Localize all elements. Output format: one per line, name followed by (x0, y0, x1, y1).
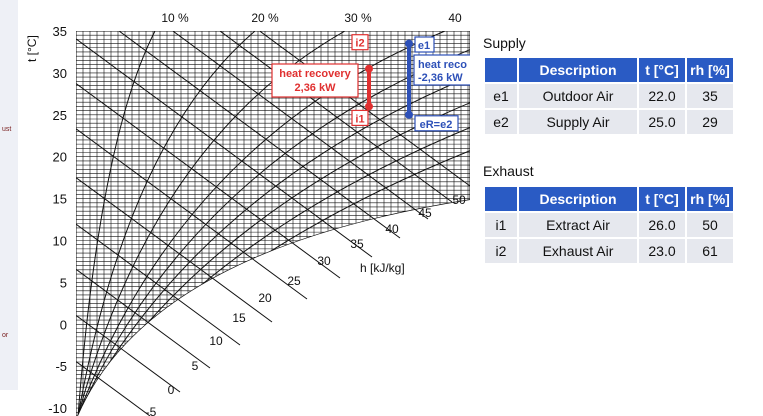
x-axis-label: h [kJ/kg] (360, 261, 405, 275)
row-id: i2 (485, 239, 517, 263)
exhaust-title: Exhaust (483, 163, 534, 179)
exhaust-annotation-value: 2,36 kW (295, 82, 337, 94)
y-tick-label: 20 (53, 150, 67, 165)
row-temperature: 23.0 (639, 239, 685, 263)
enthalpy-line (76, 314, 181, 393)
supply-annotation-value: -2,36 kW (418, 72, 463, 84)
point-e2-label-box (414, 115, 459, 132)
supply-table: Description t [°C] rh [%] e1 Outdoor Air… (483, 56, 735, 136)
enthalpy-line (76, 223, 241, 346)
enthalpy-label: 20 (258, 291, 272, 305)
row-description: Extract Air (519, 213, 637, 237)
point-e1-label: e1 (418, 40, 430, 52)
y-tick-label: -10 (48, 401, 67, 416)
enthalpy-line (76, 38, 373, 258)
row-id: e1 (485, 84, 517, 108)
y-tick-label: 15 (53, 192, 67, 207)
y-tick-label: 30 (53, 66, 67, 81)
point-i1-label: i1 (355, 113, 364, 125)
relative-humidity-curve (77, 31, 446, 416)
y-tick-label: 25 (53, 108, 67, 123)
enthalpy-line (172, 31, 429, 220)
supply-header-rh: rh [%] (687, 58, 733, 82)
exhaust-header-t: t [°C] (639, 187, 685, 211)
enthalpy-label: 15 (232, 311, 246, 325)
table-row: e2 Supply Air 25.0 29 (485, 110, 733, 134)
row-humidity: 61 (687, 239, 733, 263)
supply-annotation-box (413, 54, 470, 86)
point-i2-marker (365, 64, 373, 73)
point-i2-label-box (351, 34, 369, 51)
side-panel-text-bottom: or (2, 332, 9, 339)
supply-header-description: Description (519, 58, 637, 82)
enthalpy-line (76, 176, 273, 323)
table-row: e1 Outdoor Air 22.0 35 (485, 84, 733, 108)
enthalpy-line (76, 268, 211, 369)
enthalpy-line (76, 128, 308, 300)
row-temperature: 25.0 (639, 110, 685, 134)
table-row: i1 Extract Air 26.0 50 (485, 213, 733, 237)
exhaust-header-rh: rh [%] (687, 187, 733, 211)
supply-title: Supply (483, 35, 526, 51)
exhaust-annotation-title: heat recovery (279, 68, 351, 80)
supply-annotation-title: heat reco (418, 59, 467, 71)
relative-humidity-curve (77, 76, 470, 416)
enthalpy-label: 10 (209, 334, 223, 348)
enthalpy-label: 25 (287, 274, 301, 288)
relative-humidity-curve (77, 31, 256, 416)
point-e1-marker (405, 39, 413, 48)
y-axis-label: t [°C] (25, 35, 39, 62)
enthalpy-label: 45 (418, 206, 432, 220)
y-tick-label: 35 (53, 24, 67, 39)
point-e1-label-box (414, 36, 435, 53)
enthalpy-line (258, 31, 470, 187)
point-i2-label: i2 (355, 38, 364, 50)
unsaturated-region-mask (78, 200, 470, 416)
enthalpy-label: -5 (146, 405, 157, 416)
row-humidity: 35 (687, 84, 733, 108)
rh-scale-label: 40 (448, 11, 462, 25)
supply-header-t: t [°C] (639, 58, 685, 82)
point-e2-marker (405, 110, 413, 119)
row-description: Exhaust Air (519, 239, 637, 263)
enthalpy-label: 40 (385, 222, 399, 236)
enthalpy-line (76, 82, 341, 279)
enthalpy-label: 35 (350, 237, 364, 251)
row-id: e2 (485, 110, 517, 134)
enthalpy-line (76, 360, 151, 416)
row-temperature: 22.0 (639, 84, 685, 108)
enthalpy-line (118, 31, 401, 239)
row-temperature: 26.0 (639, 213, 685, 237)
exhaust-header-id (485, 187, 517, 211)
enthalpy-label: 0 (168, 383, 175, 397)
enthalpy-label: 50 (452, 193, 466, 207)
enthalpy-line (219, 31, 453, 203)
point-e2-label: eR=e2 (420, 119, 453, 131)
y-tick-label: 10 (53, 234, 67, 249)
side-panel-strip: ust or (0, 0, 18, 390)
side-panel-text-top: ust (2, 126, 12, 133)
relative-humidity-curve (77, 31, 156, 416)
row-id: i1 (485, 213, 517, 237)
row-description: Outdoor Air (519, 84, 637, 108)
y-tick-label: 0 (60, 317, 67, 332)
rh-scale-label: 30 % (344, 11, 372, 25)
enthalpy-label: 30 (317, 254, 331, 268)
rh-scale-label: 20 % (251, 11, 279, 25)
enthalpy-label: 5 (192, 359, 199, 373)
rh-scale-label: 10 % (161, 11, 189, 25)
row-description: Supply Air (519, 110, 637, 134)
y-tick-label: 5 (60, 275, 67, 290)
exhaust-annotation-box (271, 63, 359, 98)
exhaust-header-description: Description (519, 187, 637, 211)
point-i1-label-box (351, 109, 369, 127)
row-humidity: 50 (687, 213, 733, 237)
exhaust-table: Description t [°C] rh [%] i1 Extract Air… (483, 185, 735, 265)
point-i1-marker (365, 102, 373, 111)
supply-header-id (485, 58, 517, 82)
table-row: i2 Exhaust Air 23.0 61 (485, 239, 733, 263)
y-tick-label: -5 (55, 359, 67, 374)
row-humidity: 29 (687, 110, 733, 134)
